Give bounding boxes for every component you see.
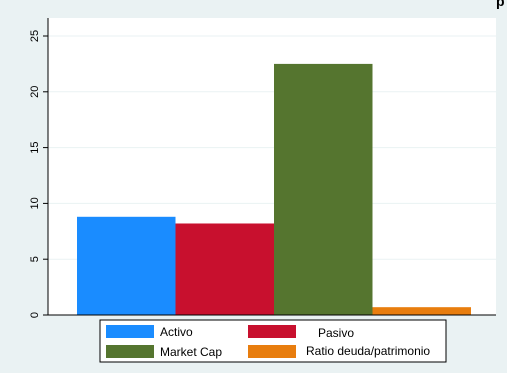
y-axis: 0 5 10 15 20 25 xyxy=(29,18,496,318)
y-tick-label: 25 xyxy=(29,30,41,42)
legend-label: Activo xyxy=(160,325,193,339)
legend-key xyxy=(248,345,296,358)
legend-label: Pasivo xyxy=(318,326,354,340)
y-tick-label: 20 xyxy=(29,86,41,98)
y-tick-label: 15 xyxy=(29,141,41,153)
bar-activo xyxy=(77,216,176,315)
legend: Activo Pasivo Market Cap Ratio deuda/patrim… xyxy=(99,319,447,363)
bars xyxy=(77,63,471,316)
legend-key xyxy=(106,345,154,358)
legend-label: Ratio deuda/patrimonio xyxy=(306,344,430,358)
legend-key xyxy=(248,325,296,338)
legend-label: Market Cap xyxy=(160,345,222,359)
y-tick-label: 5 xyxy=(29,256,41,262)
corner-text: p xyxy=(496,0,505,9)
y-tick-label: 0 xyxy=(29,312,41,318)
bar-pasivo xyxy=(175,223,274,315)
legend-key xyxy=(106,325,154,338)
bar-ratio-deuda-patrimonio xyxy=(372,307,471,315)
y-tick-label: 10 xyxy=(29,197,41,209)
bar-market-cap xyxy=(274,63,373,316)
